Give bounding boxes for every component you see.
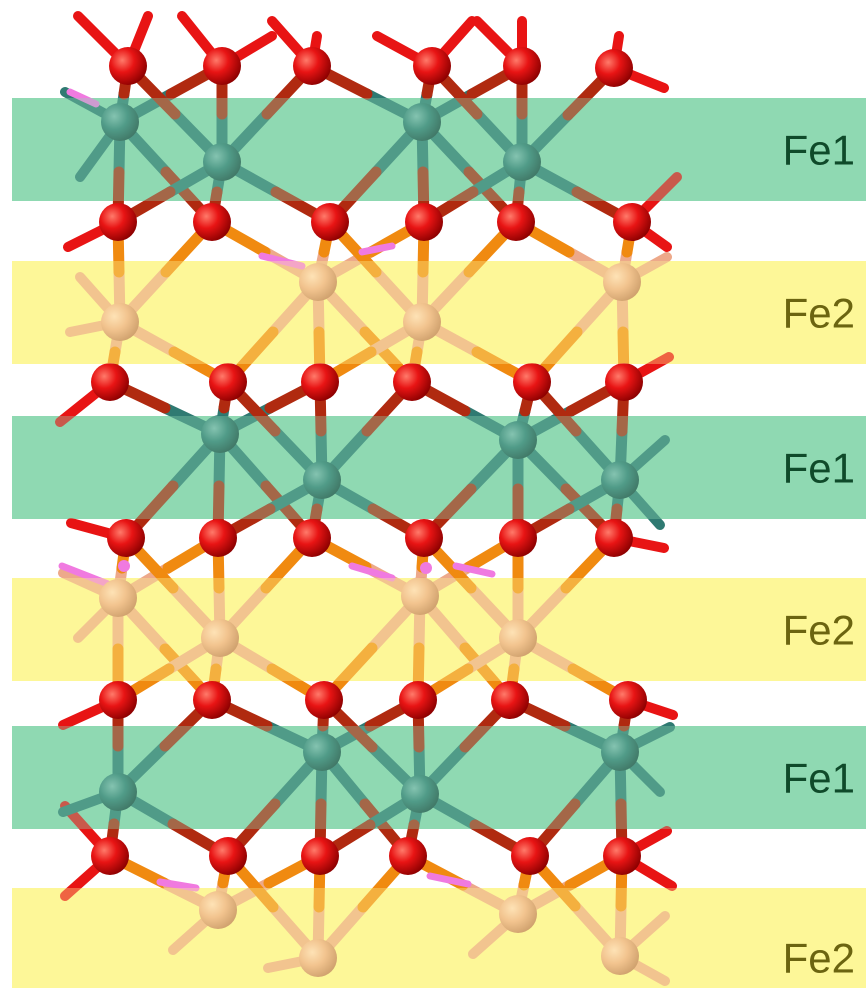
fe2-atom <box>499 619 537 657</box>
atoms <box>12 47 866 988</box>
fe1-atom <box>303 733 341 771</box>
oxygen-atom <box>109 47 147 85</box>
oxygen-atom <box>193 681 231 719</box>
layer-label: Fe2 <box>783 607 855 654</box>
layer-labels: Fe1 Fe2 Fe1 Fe2 Fe1 Fe2 <box>783 127 855 982</box>
oxygen-atom <box>193 203 231 241</box>
fe2-layer-band <box>12 888 866 988</box>
oxygen-atom <box>389 837 427 875</box>
fe1-atom <box>303 461 341 499</box>
oxygen-atom <box>91 837 129 875</box>
oxygen-atom <box>595 519 633 557</box>
band-tint <box>12 726 866 829</box>
band-tint <box>12 98 866 201</box>
highlight-bond <box>348 562 396 582</box>
oxygen-atom <box>605 363 643 401</box>
oxygen-atom <box>399 681 437 719</box>
fe2-atom <box>603 263 641 301</box>
layer-label: Fe1 <box>783 127 855 174</box>
fe2-atom <box>401 577 439 615</box>
oxygen-atom <box>91 363 129 401</box>
layer-label: Fe1 <box>783 755 855 802</box>
fe1-atom <box>499 421 537 459</box>
fe2-atom <box>403 303 441 341</box>
fe2-atom <box>99 579 137 617</box>
layer-label: Fe2 <box>783 935 855 982</box>
oxygen-atom <box>393 363 431 401</box>
fe1-atom <box>403 103 441 141</box>
oxygen-atom <box>511 837 549 875</box>
band-tint <box>12 261 866 364</box>
highlight-bond <box>358 242 396 256</box>
oxygen-atom <box>405 519 443 557</box>
highlight-bond <box>258 252 306 270</box>
oxygen-atom <box>603 837 641 875</box>
oxygen-atom <box>311 203 349 241</box>
highlight-bond <box>58 562 112 588</box>
highlight-bond <box>452 562 496 578</box>
highlight-dot <box>118 560 130 572</box>
oxygen-atom <box>513 363 551 401</box>
oxygen-atom <box>209 363 247 401</box>
oxygen-atom <box>497 203 535 241</box>
oxygen-atom <box>301 363 339 401</box>
highlight-bond <box>426 872 472 888</box>
fe1-atom <box>203 143 241 181</box>
band-tint <box>12 416 866 519</box>
oxygen-atom <box>499 519 537 557</box>
fe2-atom <box>601 937 639 975</box>
oxygen-atom <box>613 203 651 241</box>
oxygen-atom <box>595 49 633 87</box>
fe2-atom <box>201 619 239 657</box>
oxygen-atom <box>491 681 529 719</box>
highlight-dot <box>420 562 432 574</box>
fe1-atom <box>503 143 541 181</box>
oxygen-atom <box>413 47 451 85</box>
layer-label: Fe1 <box>783 445 855 492</box>
layer-label: Fe2 <box>783 290 855 337</box>
oxygen-atom <box>301 837 339 875</box>
band-tint <box>12 578 866 681</box>
oxygen-atom <box>503 47 541 85</box>
oxygen-atom <box>609 681 647 719</box>
oxygen-atom <box>199 519 237 557</box>
fe2-atom <box>299 263 337 301</box>
fe2-atom <box>499 895 537 933</box>
oxygen-atom <box>107 519 145 557</box>
oxygen-atom <box>209 837 247 875</box>
oxygen-atom <box>405 203 443 241</box>
oxygen-atom <box>99 681 137 719</box>
oxygen-atom <box>99 203 137 241</box>
fe2-atom <box>299 939 337 977</box>
fe1-atom <box>601 461 639 499</box>
fe1-atom <box>101 103 139 141</box>
fe1-atom <box>601 733 639 771</box>
fe1-atom <box>201 415 239 453</box>
oxygen-atom <box>203 47 241 85</box>
oxygen-atom <box>305 681 343 719</box>
fe1-atom <box>99 773 137 811</box>
oxygen-atom <box>293 47 331 85</box>
band-tint <box>12 888 866 988</box>
highlight-bond <box>66 88 100 108</box>
fe2-atom <box>101 303 139 341</box>
oxygen-atom <box>293 519 331 557</box>
fe1-atom <box>401 775 439 813</box>
highlight-bond <box>156 878 200 892</box>
fe2-atom <box>199 891 237 929</box>
